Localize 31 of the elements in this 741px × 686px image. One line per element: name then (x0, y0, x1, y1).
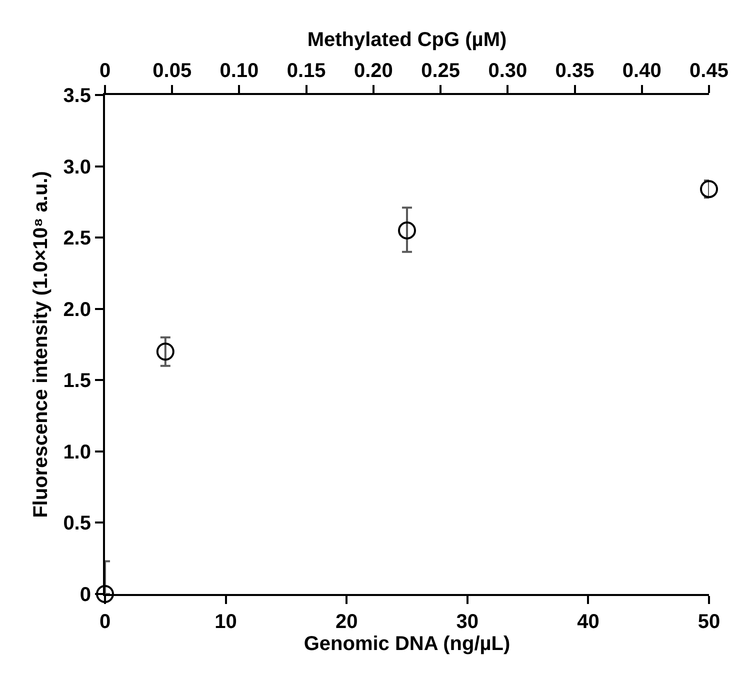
x2-tick-label: 0.45 (690, 60, 728, 82)
y-tick-label: 2.0 (63, 298, 91, 321)
y-tick-label: 1.5 (63, 370, 91, 392)
x2-tick-label: 0 (99, 60, 111, 82)
point (398, 221, 416, 240)
x2-tick-label: 0.30 (488, 60, 528, 82)
y-tick-label: 0.5 (63, 512, 91, 535)
y-tick-label: 1.0 (63, 441, 91, 464)
x-tick-label: 20 (335, 611, 358, 633)
y-tick-label: 0 (80, 584, 91, 606)
y-tick-label: 2.5 (63, 228, 91, 250)
x2-tick-label: 0.25 (421, 60, 460, 82)
x-tick-label: 10 (214, 611, 237, 633)
y-tick-label: 3.5 (63, 85, 91, 107)
point (700, 180, 718, 198)
x-tick-label: 0 (99, 611, 111, 633)
x2-axis-title: Methylated CpG (µM) (307, 29, 507, 51)
x2-tick-label: 0.10 (220, 60, 259, 82)
x2-tick-label: 0.40 (622, 60, 662, 82)
y-tick-label: 3.0 (63, 156, 91, 178)
x2-tick-label: 0.35 (555, 60, 594, 82)
point (96, 585, 114, 603)
x-tick-label: 50 (698, 611, 720, 633)
x-axis-title: Genomic DNA (ng/µL) (304, 633, 510, 655)
x2-tick-label: 0.20 (354, 60, 393, 82)
x-tick-label: 40 (577, 611, 600, 633)
point (156, 342, 174, 361)
x2-tick-label: 0.05 (152, 60, 192, 82)
x-tick-label: 30 (456, 611, 479, 633)
y-axis-title: Fluorescence intensity (1.0×10⁸ a.u.) (30, 171, 52, 518)
x2-tick-label: 0.15 (286, 60, 326, 82)
